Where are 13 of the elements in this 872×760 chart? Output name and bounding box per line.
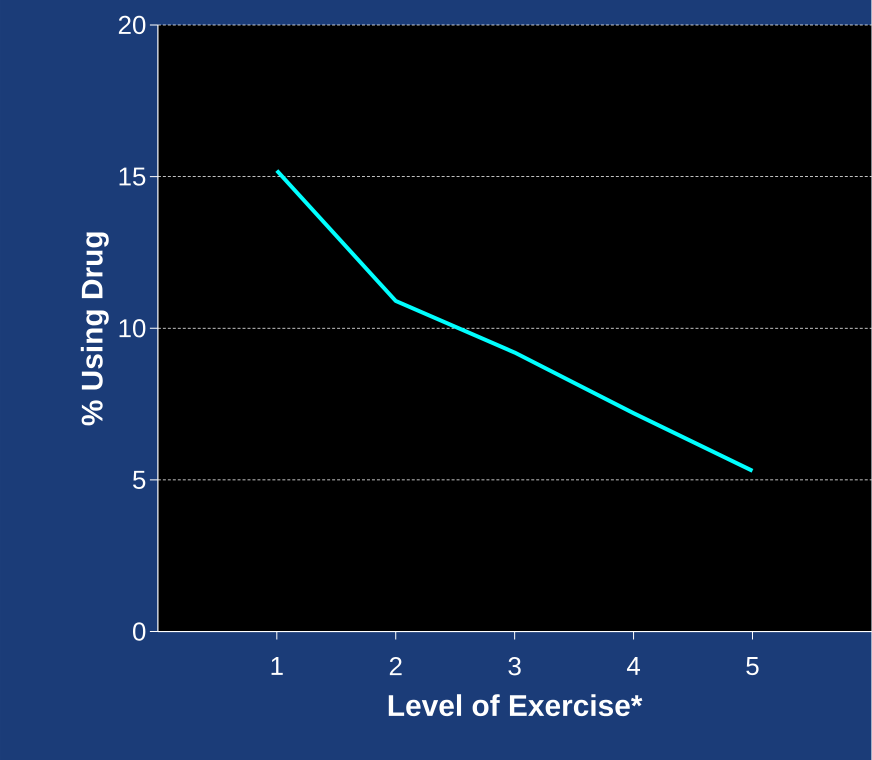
y-tick-label: 5 [133, 470, 146, 489]
x-tick-label: 3 [508, 656, 521, 676]
x-tick-label: 5 [746, 656, 759, 675]
x-axis-title: Level of Exercise* [388, 694, 642, 716]
line-series [274, 168, 754, 473]
x-tick-label: 1 [272, 656, 283, 675]
y-tick-label: 0 [133, 622, 146, 640]
x-tick-label: 2 [390, 656, 402, 675]
x-tick-label: 4 [626, 656, 640, 675]
y-tick-label: 20 [118, 16, 146, 34]
y-tick-label: 10 [120, 318, 146, 338]
y-axis-title: % Using Drug [80, 232, 109, 426]
y-tick-label: 15 [120, 167, 146, 186]
